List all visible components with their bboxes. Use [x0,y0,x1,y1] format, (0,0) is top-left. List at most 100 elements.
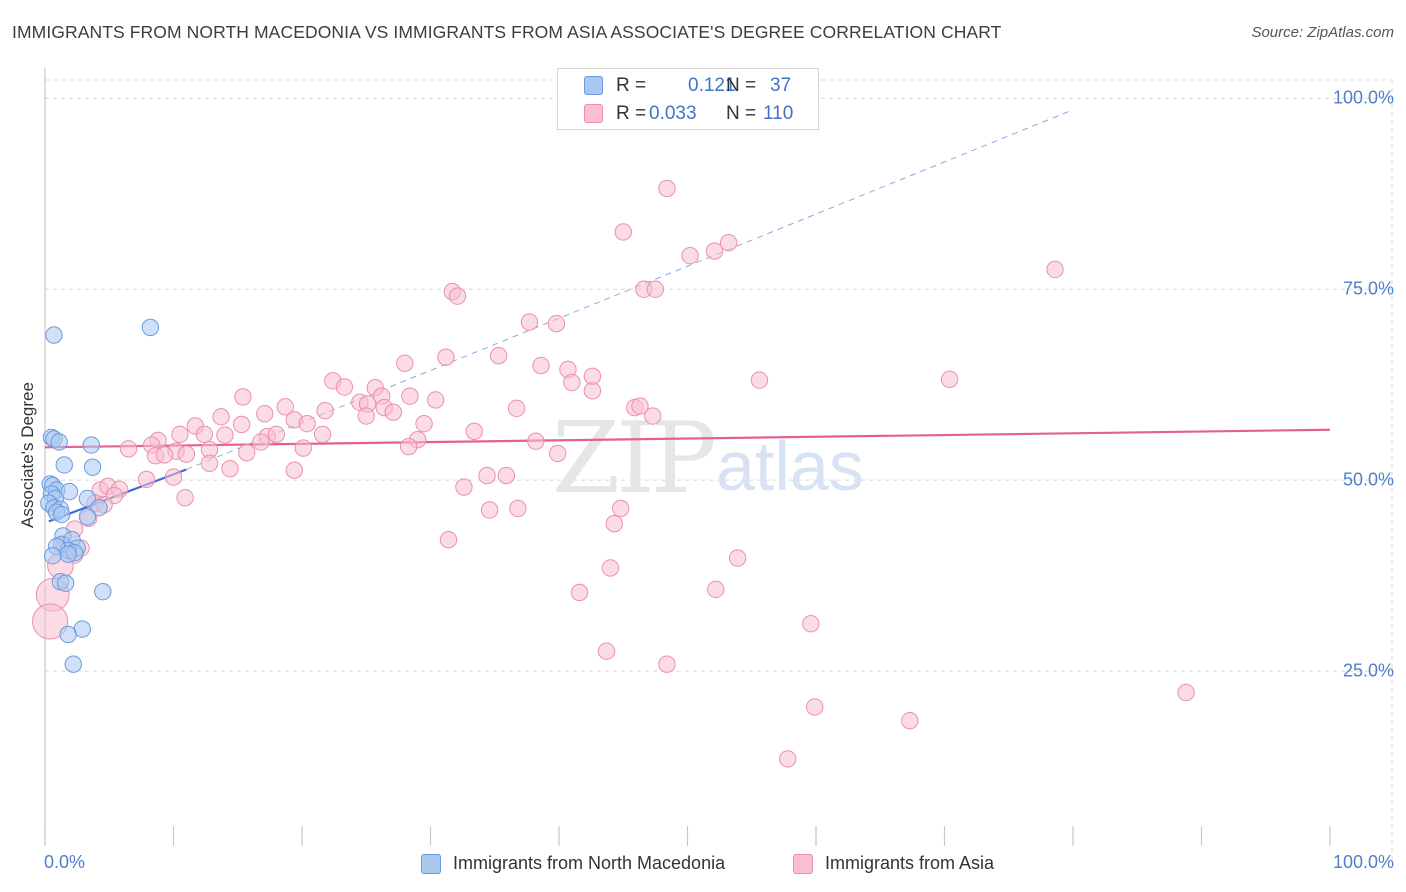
point-asia [631,397,649,415]
point-asia [547,314,566,333]
point-asia [611,499,630,518]
n-label: N = [726,103,757,124]
point-asia [195,425,214,444]
point-asia [212,408,230,426]
point-asia [384,403,402,421]
point-asia [750,371,769,389]
point-asia [605,514,623,533]
watermark-zip: ZIP [552,402,714,516]
point-asia [401,387,419,405]
point-asia [597,642,616,660]
point-asia [298,414,316,433]
point-asia [1046,260,1064,279]
point-asia [316,401,334,420]
n-value-series2: 110 [763,103,794,124]
point-asia [465,422,483,440]
point-asia [658,179,676,198]
point-asia [216,426,234,444]
point-asia [570,583,589,602]
point-north-macedonia [90,498,108,517]
point-asia [119,440,138,458]
point-north-macedonia [53,505,71,524]
point-asia [1177,683,1195,702]
point-asia [335,378,354,396]
point-asia [509,499,527,518]
point-asia [256,405,274,423]
point-asia [177,445,196,463]
n-label: N = [726,75,757,96]
y-tick-25: 25.0% [1342,660,1394,681]
y-axis-label: Associate's Degree [18,382,37,528]
x-tick-0: 0.0% [44,852,86,872]
point-north-macedonia [59,545,77,563]
point-asia [32,603,69,640]
point-asia [155,446,174,464]
point-asia [549,444,567,463]
point-asia [719,233,738,252]
point-north-macedonia [94,582,112,601]
point-asia [779,750,797,768]
point-asia [646,280,665,298]
point-asia [415,414,433,433]
legend-swatch-pink [793,854,813,874]
y-tick-50: 50.0% [1342,469,1394,490]
stats-row-north-macedonia: R = 0.121 N = 37 [558,72,818,100]
point-asia [507,399,526,418]
point-asia [439,531,458,549]
point-asia [489,346,508,365]
r-label: R = [616,75,647,96]
stats-box: R = 0.121 N = 37 R = 0.033 N = 110 [557,68,819,130]
point-asia [426,391,445,409]
point-north-macedonia [44,547,62,565]
point-north-macedonia [141,318,160,337]
point-asia [437,348,455,366]
legend-swatch-blue [421,854,441,874]
source-label: Source: ZipAtlas.com [1251,24,1394,41]
series1-swatch [584,76,603,95]
point-asia [396,354,414,373]
stats-row-asia: R = 0.033 N = 110 [558,100,818,128]
point-asia [497,466,516,485]
point-north-macedonia [78,508,97,526]
point-asia [252,433,270,451]
point-asia [728,549,747,567]
x-tick-100: 100.0% [1332,852,1394,872]
y-tick-100: 100.0% [1332,87,1394,108]
point-asia [137,470,156,489]
watermark-atlas: atlas [716,427,864,505]
n-value-series1: 37 [770,75,792,96]
point-north-macedonia [45,326,63,344]
point-asia [200,454,219,473]
legend-item-asia[interactable]: Immigrants from Asia [793,851,1053,877]
point-asia [313,425,332,444]
point-asia [221,460,239,478]
point-asia [171,425,189,444]
point-asia [527,432,545,450]
point-asia [601,559,620,577]
r-label: R = [616,103,647,124]
point-asia [707,580,725,599]
r-value-series2: 0.033 [649,103,697,124]
point-north-macedonia [55,456,73,474]
legend-item-north-macedonia[interactable]: Immigrants from North Macedonia [421,851,781,877]
point-asia [583,382,602,400]
point-north-macedonia [59,625,77,644]
point-asia [234,388,252,406]
point-north-macedonia [64,655,82,673]
point-asia [478,466,496,485]
r-value-series1: 0.121 [688,75,736,96]
point-asia [940,370,959,389]
point-north-macedonia [60,482,79,501]
point-asia [455,478,473,496]
point-asia [802,615,820,633]
legend-label: Immigrants from Asia [825,853,995,873]
chart-title: IMMIGRANTS FROM NORTH MACEDONIA VS IMMIG… [12,22,1002,42]
y-tick-75: 75.0% [1342,278,1394,299]
point-asia [901,712,919,730]
point-north-macedonia [56,574,75,592]
point-asia [294,439,312,457]
point-north-macedonia [83,458,102,476]
point-asia [267,425,285,444]
point-asia [583,367,602,386]
